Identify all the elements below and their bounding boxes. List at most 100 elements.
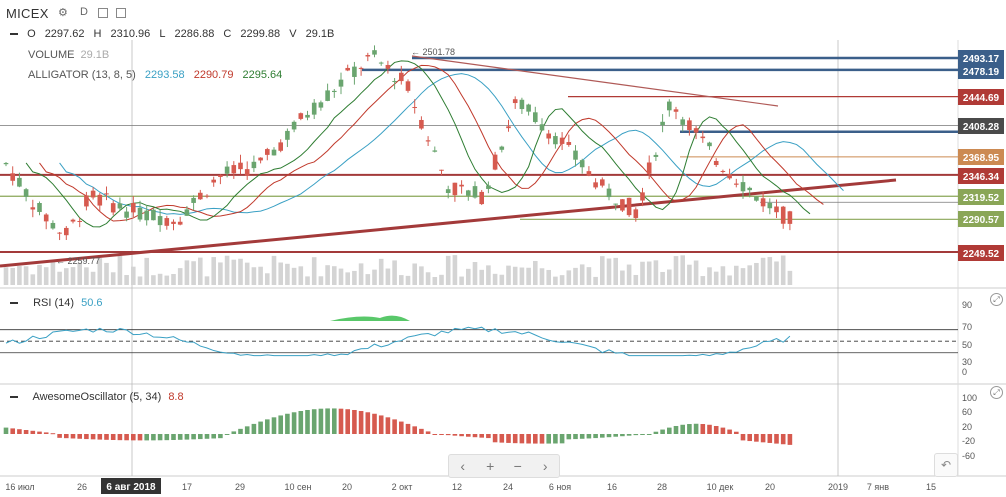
ao-bar — [506, 434, 511, 443]
alligator-legend[interactable]: ALLIGATOR (13, 8, 5) 2293.58 2290.79 229… — [28, 69, 283, 81]
maximize-ao-icon[interactable]: ⤢ — [990, 386, 1003, 399]
candle-body — [124, 211, 129, 218]
symbol-title[interactable]: MICEX — [6, 6, 49, 21]
horizontal-levels — [0, 56, 958, 253]
collapse-icon[interactable] — [10, 33, 18, 36]
volume-bar — [332, 266, 337, 285]
price-label-bg — [958, 63, 1004, 79]
volume-bar — [104, 262, 109, 285]
volume-bar — [613, 257, 618, 285]
ao-bar — [385, 417, 391, 434]
alligator-jaw-value: 2293.58 — [144, 69, 185, 81]
interval-label[interactable]: D — [80, 6, 88, 18]
ao-bar — [318, 408, 324, 434]
candle-body — [459, 184, 464, 187]
candle-body — [352, 66, 357, 77]
volume-bar — [137, 276, 143, 285]
volume-bar — [466, 268, 471, 285]
gear-icon[interactable]: ⚙ — [58, 7, 68, 19]
volume-bar — [110, 272, 116, 285]
chart-navigation: ‹ + − › — [448, 454, 560, 478]
ao-bar — [667, 427, 672, 434]
fullscreen-icon[interactable] — [116, 8, 126, 18]
volume-bar — [767, 257, 773, 285]
ao-bar — [338, 408, 344, 434]
ao-bar — [104, 434, 109, 440]
candle-body — [405, 81, 411, 91]
zoom-out-button[interactable]: − — [513, 458, 522, 474]
ao-bar — [452, 434, 458, 436]
scroll-left-button[interactable]: ‹ — [460, 458, 466, 474]
volume-bar — [378, 258, 384, 285]
candle-body — [338, 79, 344, 87]
ao-bar — [124, 434, 129, 441]
low-value: 2286.88 — [174, 28, 215, 40]
ao-bar — [3, 427, 9, 434]
price-label-bg — [958, 168, 1004, 184]
candle-body — [57, 232, 62, 234]
ao-bar — [23, 430, 29, 434]
ao-bar — [559, 434, 565, 444]
volume-bar — [700, 276, 706, 285]
compare-icon[interactable] — [98, 8, 108, 18]
open-value: 2297.62 — [44, 28, 85, 40]
price-label-bg — [958, 89, 1004, 105]
volume-bar — [298, 266, 304, 285]
volume-bar — [399, 275, 404, 285]
scroll-right-button[interactable]: › — [542, 458, 548, 474]
volume-bar — [218, 262, 223, 285]
candle-body — [774, 206, 779, 213]
candle-body — [157, 216, 163, 226]
volume-legend[interactable]: VOLUME 29.1B — [28, 49, 110, 61]
ao-bar — [184, 434, 190, 440]
maximize-rsi-icon[interactable]: ⤢ — [990, 293, 1003, 306]
price-label-bg — [958, 50, 1004, 66]
volume-bar — [77, 262, 82, 285]
candle-body — [713, 160, 719, 166]
ao-bar — [526, 434, 531, 444]
candle-body — [425, 140, 431, 142]
candle-body — [626, 197, 632, 216]
ao-bar — [17, 429, 22, 434]
ao-bar — [445, 434, 451, 436]
candle-body — [177, 221, 183, 225]
candle-body — [546, 133, 551, 139]
candle-body — [693, 128, 699, 133]
volume-bar — [191, 261, 196, 285]
volume-bar — [365, 274, 371, 285]
candle-body — [90, 190, 96, 198]
volume-bar — [131, 266, 136, 285]
volume-bar — [184, 260, 190, 285]
candle-body — [265, 149, 270, 155]
volume-bar — [680, 255, 685, 285]
ao-pane: 100 60 20 -20 -60 — [3, 393, 977, 461]
candle-body — [445, 189, 451, 194]
rsi-tick: 0 — [962, 367, 967, 377]
collapse-ao-icon[interactable] — [10, 396, 18, 399]
candle-body — [332, 90, 337, 93]
candle-body — [573, 150, 578, 160]
ao-bar — [50, 433, 56, 435]
volume-bar — [573, 267, 578, 285]
candle-body — [740, 182, 746, 192]
candle-body — [533, 112, 538, 123]
candle-body — [77, 220, 82, 222]
time-label: 10 сен — [285, 482, 312, 492]
volume-bar — [653, 260, 659, 285]
time-label: 7 янв — [867, 482, 889, 492]
ao-legend[interactable]: AwesomeOscillator (5, 34) 8.8 — [10, 391, 184, 403]
collapse-rsi-icon[interactable] — [10, 302, 18, 305]
ohlc-legend: O 2297.62 H 2310.96 L 2286.88 C 2299.88 … — [10, 28, 340, 40]
volume-bar — [533, 260, 538, 285]
price-label-bg — [958, 211, 1004, 227]
zoom-in-button[interactable]: + — [486, 458, 495, 474]
undo-button[interactable]: ↶ — [934, 453, 958, 477]
ao-bar — [37, 431, 42, 434]
volume-bar — [157, 273, 163, 285]
volume-bar — [472, 262, 478, 285]
ao-bar — [131, 434, 136, 441]
rsi-tick: 90 — [962, 300, 972, 310]
rsi-legend[interactable]: RSI (14) 50.6 — [10, 297, 103, 309]
candle-body — [492, 154, 498, 170]
